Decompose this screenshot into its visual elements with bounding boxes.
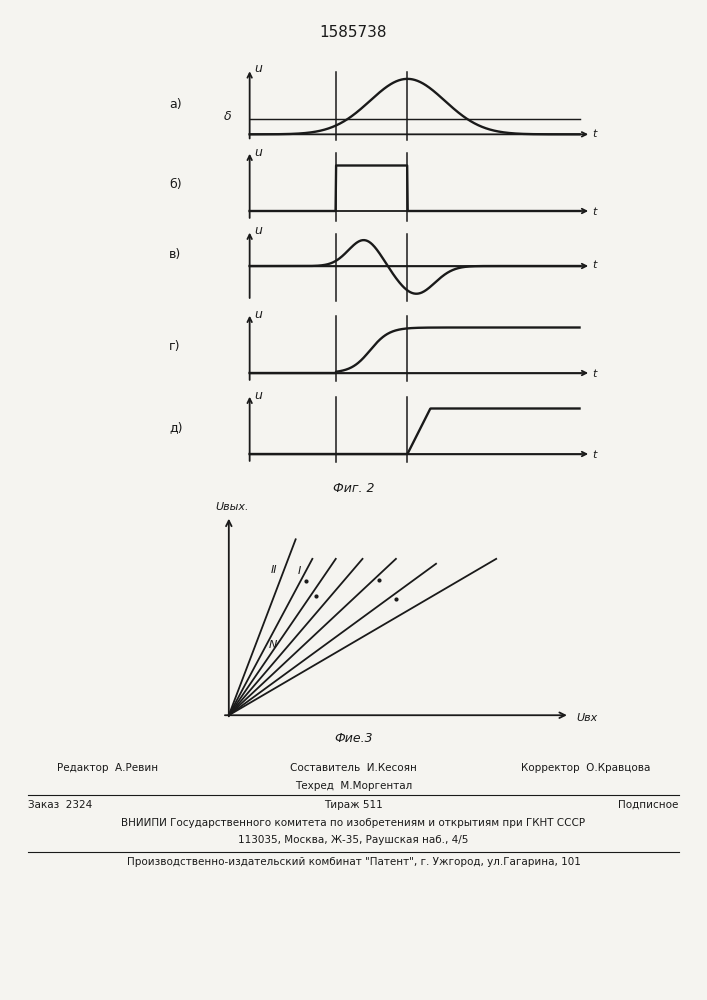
Text: Uвх: Uвх	[576, 713, 597, 723]
Text: t: t	[592, 369, 597, 379]
Text: д): д)	[170, 421, 183, 434]
Text: Заказ  2324: Заказ 2324	[28, 800, 93, 810]
Text: Производственно-издательский комбинат "Патент", г. Ужгород, ул.Гагарина, 101: Производственно-издательский комбинат "П…	[127, 857, 580, 867]
Text: в): в)	[170, 248, 182, 261]
Text: I: I	[298, 566, 300, 576]
Text: б): б)	[170, 178, 182, 191]
Text: Фиг. 2: Фиг. 2	[333, 482, 374, 495]
Text: u: u	[254, 224, 262, 237]
Text: u: u	[254, 62, 262, 75]
Text: Редактор  А.Ревин: Редактор А.Ревин	[57, 763, 158, 773]
Text: Составитель  И.Кесоян: Составитель И.Кесоян	[290, 763, 417, 773]
Text: δ: δ	[224, 110, 231, 123]
Text: Фие.3: Фие.3	[334, 732, 373, 745]
Text: Техред  М.Моргентал: Техред М.Моргентал	[295, 781, 412, 791]
Text: Тираж 511: Тираж 511	[324, 800, 383, 810]
Text: 113035, Москва, Ж-35, Раушская наб., 4/5: 113035, Москва, Ж-35, Раушская наб., 4/5	[238, 835, 469, 845]
Text: Uвых.: Uвых.	[216, 502, 249, 512]
Text: а): а)	[170, 98, 182, 111]
Text: u: u	[254, 308, 262, 321]
Text: II: II	[271, 565, 277, 575]
Text: г): г)	[170, 340, 181, 353]
Text: t: t	[592, 260, 597, 270]
Text: Корректор  О.Кравцова: Корректор О.Кравцова	[521, 763, 650, 773]
Text: 1585738: 1585738	[320, 25, 387, 40]
Text: u: u	[254, 146, 262, 159]
Text: t: t	[592, 450, 597, 460]
Text: t: t	[592, 129, 597, 139]
Text: Подписное: Подписное	[619, 800, 679, 810]
Text: N: N	[269, 640, 277, 650]
Text: t: t	[592, 207, 597, 217]
Text: u: u	[254, 389, 262, 402]
Text: ВНИИПИ Государственного комитета по изобретениям и открытиям при ГКНТ СССР: ВНИИПИ Государственного комитета по изоб…	[122, 818, 585, 828]
